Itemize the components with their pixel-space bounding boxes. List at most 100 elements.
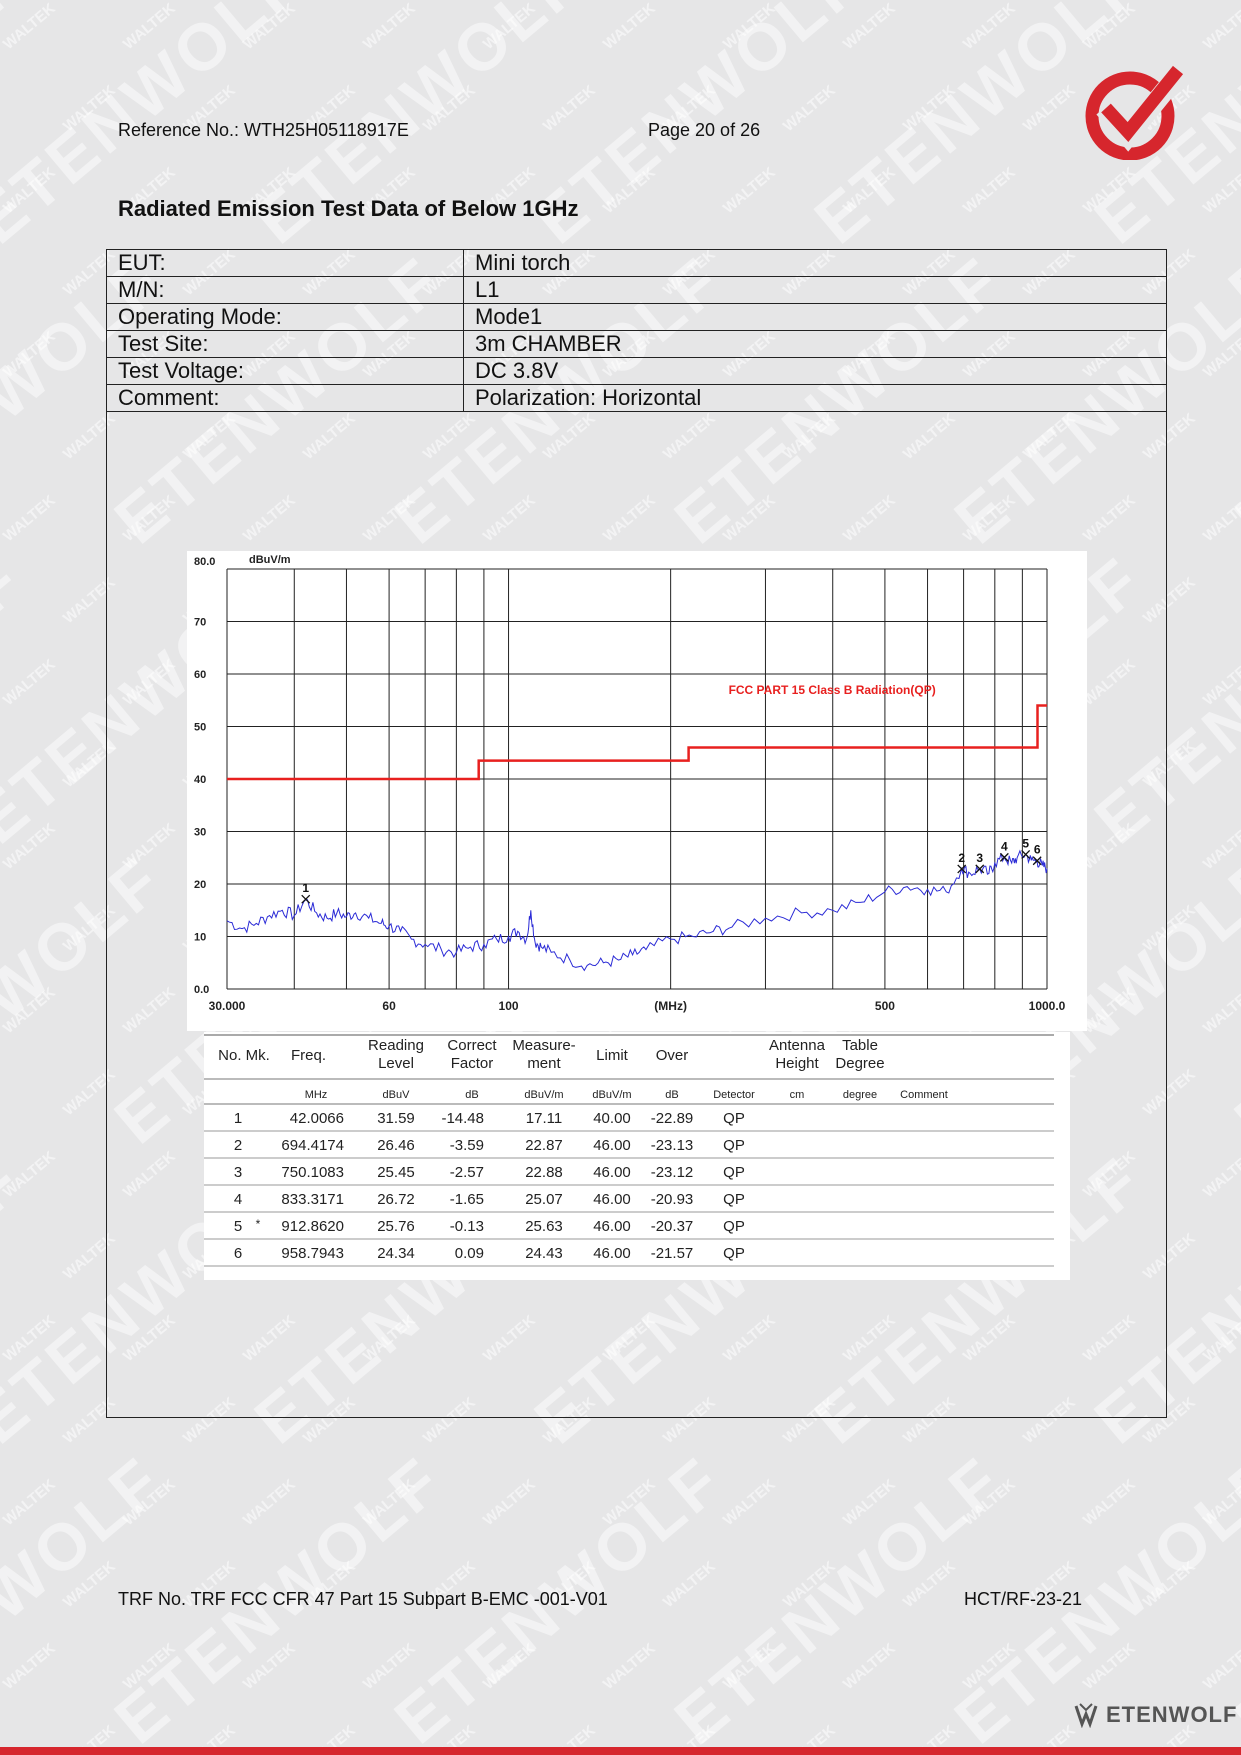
table-cell-over: -21.57 xyxy=(651,1245,694,1262)
table-cell-measure: 22.87 xyxy=(525,1137,563,1154)
table-unit: degree xyxy=(843,1089,877,1101)
table-header: Freq. xyxy=(291,1047,326,1064)
watermark-text: WALTEK xyxy=(1200,656,1241,710)
x-tick-label: 60 xyxy=(382,999,396,1013)
info-label: Comment: xyxy=(106,384,464,412)
etenwolf-logo-icon xyxy=(1074,1703,1098,1728)
table-row: 5 * 912.8620 25.76 -0.13 25.63 46.00 -20.37 QP xyxy=(204,1217,1054,1240)
watermark-text: WALTEK xyxy=(0,1312,59,1366)
watermark-text: WALTEK xyxy=(600,1476,659,1530)
watermark-text: WALTEK xyxy=(780,1558,839,1612)
watermark-text: WALTEK xyxy=(1200,0,1241,54)
watermark-text: WALTEK xyxy=(1080,164,1139,218)
watermark-text: WALTEK xyxy=(120,0,179,54)
info-label: EUT: xyxy=(106,249,464,277)
info-value: L1 xyxy=(463,276,1167,304)
brand-name: ETENWOLF xyxy=(1106,1702,1238,1727)
table-header: Table xyxy=(842,1037,878,1054)
table-cell-reading: 31.59 xyxy=(377,1110,415,1127)
table-unit: MHz xyxy=(305,1089,328,1101)
y-tick-label: 30 xyxy=(194,827,206,839)
table-cell-reading: 25.76 xyxy=(377,1218,415,1235)
peak-marker: 6 xyxy=(1032,843,1042,866)
table-cell-measure: 24.43 xyxy=(525,1245,563,1262)
watermark-text: WALTEK xyxy=(720,1476,779,1530)
table-cell-freq: 912.8620 xyxy=(281,1218,344,1235)
watermark-text: WALTEK xyxy=(540,82,599,136)
watermark-text: WALTEK xyxy=(0,820,59,874)
peak-marker-x xyxy=(957,864,967,874)
table-cell-freq: 958.7943 xyxy=(281,1245,344,1262)
measurement-trace xyxy=(226,849,1048,972)
watermark-text: WALTEK xyxy=(0,164,59,218)
limit-line-label: FCC PART 15 Class B Radiation(QP) xyxy=(729,683,936,697)
peak-marker: 4 xyxy=(999,839,1009,862)
x-tick-label: 100 xyxy=(499,999,519,1013)
table-header: Height xyxy=(775,1055,819,1072)
table-header: Limit xyxy=(596,1047,629,1064)
table-cell-correct: -1.65 xyxy=(450,1191,484,1208)
table-cell-reading: 25.45 xyxy=(377,1164,415,1181)
watermark-text: WALTEK xyxy=(480,1476,539,1530)
row-number: 3 xyxy=(234,1164,242,1181)
table-cell-detector: QP xyxy=(723,1164,745,1181)
peak-marker: 3 xyxy=(975,851,985,874)
trf-number: TRF No. TRF FCC CFR 47 Part 15 Subpart B… xyxy=(118,1589,608,1609)
table-unit: dBuV/m xyxy=(524,1089,563,1101)
table-cell-over: -20.37 xyxy=(651,1218,694,1235)
watermark-text: WALTEK xyxy=(840,164,899,218)
watermark-text: WALTEK xyxy=(720,164,779,218)
table-cell-correct: 0.09 xyxy=(455,1245,484,1262)
watermark-text: WALTEK xyxy=(60,1558,119,1612)
peak-marker: 1 xyxy=(301,881,311,904)
table-cell-reading: 24.34 xyxy=(377,1245,415,1262)
reference-number: Reference No.: WTH25H05118917E xyxy=(118,120,409,140)
row-number: 5 xyxy=(234,1218,242,1235)
watermark-text: WALTEK xyxy=(1080,1476,1139,1530)
peak-marker-x xyxy=(975,864,985,874)
watermark-text: WALTEK xyxy=(840,1640,899,1694)
info-label: M/N: xyxy=(106,276,464,304)
table-cell-reading: 26.72 xyxy=(377,1191,415,1208)
table-cell-correct: -2.57 xyxy=(450,1164,484,1181)
watermark-text: WALTEK xyxy=(840,1476,899,1530)
watermark-text: WALTEK xyxy=(360,1476,419,1530)
watermark-text: WALTEK xyxy=(660,1558,719,1612)
watermark-text: WALTEK xyxy=(840,0,899,54)
info-row: Test Site: 3m CHAMBER xyxy=(106,330,1167,358)
table-cell-limit: 46.00 xyxy=(593,1218,631,1235)
peak-marker-x xyxy=(301,894,311,904)
watermark-text: WALTEK xyxy=(240,1640,299,1694)
y-tick-label: 0.0 xyxy=(194,984,209,996)
table-header: Reading xyxy=(368,1037,424,1054)
table-unit: dBuV/m xyxy=(592,1089,631,1101)
row-marker: * xyxy=(256,1217,261,1231)
y-tick-label: 20 xyxy=(194,879,206,891)
watermark-text: WALTEK xyxy=(0,1640,59,1694)
watermark-text: WALTEK xyxy=(360,0,419,54)
table-unit: Detector xyxy=(713,1089,755,1101)
watermark-text: WALTEK xyxy=(0,656,59,710)
watermark-text: WALTEK xyxy=(60,82,119,136)
watermark-text: WALTEK xyxy=(900,82,959,136)
radiated-emission-chart: 0.0 10 20 30 40 50 60 70 80.0 dBuV/m 30.000 60 100 50… xyxy=(194,554,1066,1013)
watermark-text: WALTEK xyxy=(600,0,659,54)
y-tick-label: 50 xyxy=(194,722,206,734)
watermark-text: WALTEK xyxy=(480,1640,539,1694)
peak-marker-label: 1 xyxy=(302,881,309,895)
table-row: 3 750.1083 25.45 -2.57 22.88 46.00 -23.12 QP xyxy=(204,1164,1054,1186)
watermark-text: WALTEK xyxy=(1200,1476,1241,1530)
watermark-text: WALTEK xyxy=(0,0,59,54)
test-info-table: EUT: Mini torch M/N: L1 Operating Mode: Mode1… xyxy=(106,249,1167,412)
table-cell-correct: -3.59 xyxy=(450,1137,484,1154)
watermark-text: WALTEK xyxy=(960,164,1019,218)
info-label: Test Voltage: xyxy=(106,357,464,385)
table-header: Degree xyxy=(835,1055,884,1072)
watermark-text: WALTEK xyxy=(900,1558,959,1612)
table-header: Level xyxy=(378,1055,414,1072)
watermark-brand: ETENWOLF xyxy=(0,542,37,858)
table-header: Over xyxy=(656,1047,689,1064)
info-row: EUT: Mini torch xyxy=(106,249,1167,277)
table-cell-limit: 40.00 xyxy=(593,1110,631,1127)
info-row: Comment: Polarization: Horizontal xyxy=(106,384,1167,412)
